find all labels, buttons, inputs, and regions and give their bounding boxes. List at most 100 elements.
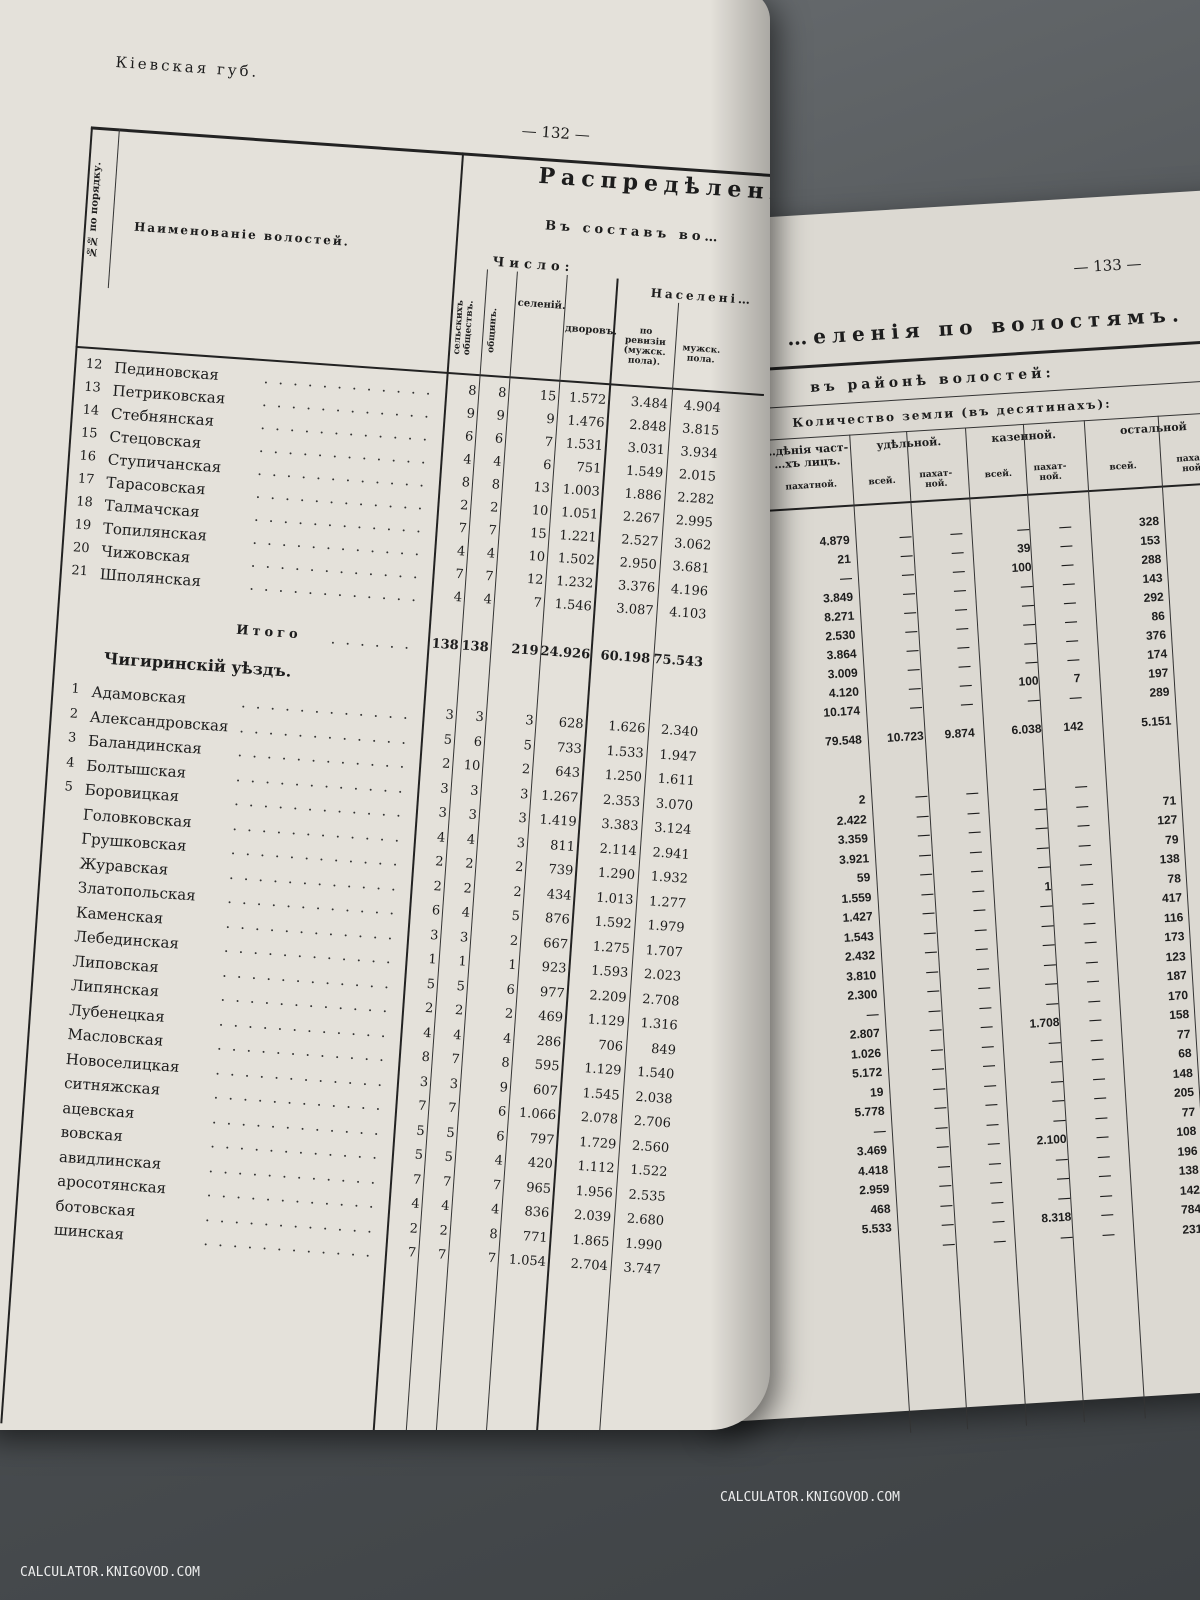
cell-value: 2.209 [588,987,628,1006]
cell-value: 5 [445,1125,456,1141]
cell-value: 3 [429,927,439,944]
cell-value: 1.531 [565,436,604,454]
cell-value: 4.120 [828,684,860,701]
cell-value: 1.540 [636,1064,675,1083]
cell-value: 231 [1181,1221,1200,1237]
cell-value: — [941,1216,954,1232]
cell-value: 849 [650,1041,677,1058]
cell-value: 116 [1163,909,1184,925]
cell-value: 751 [576,460,602,477]
cell-value: 434 [546,886,573,904]
cell-value: — [1074,778,1088,794]
cell-value: — [1060,1228,1073,1244]
cell-value: — [1016,521,1030,537]
row-number [42,827,70,829]
cell-value: 133 [1172,567,1200,584]
cell-value: — [1020,578,1034,594]
row-number: 21 [70,563,89,580]
cell-value: — [866,1006,880,1022]
cell-value: 1.051 [560,505,599,523]
cell-value: 4 [486,546,496,562]
row-number: 18 [75,494,94,511]
cell-value: 3 [439,780,450,797]
cell-value: — [899,529,912,544]
cell-value: 8 [461,475,471,491]
cell-value: 2.848 [628,417,667,436]
cell-value: — [980,1018,993,1034]
cell-value: 77 [1176,1026,1191,1042]
cell-value: 266 [1173,586,1200,603]
cell-value: 2.114 [599,841,638,859]
cell-value: 6 [495,1128,506,1145]
cell-value: — [1055,1151,1069,1166]
cell-value: 1.250 [604,767,643,786]
cell-value: — [873,1123,887,1138]
cell-value: 3 [524,713,535,729]
row-number [28,1022,56,1024]
cell-value: — [1092,1070,1106,1086]
cell-value: 1.054 [508,1252,547,1270]
cell-value: 1.979 [646,918,686,936]
cell-value: 3 [438,805,448,821]
cell-value: — [976,960,990,976]
cell-value: 13 [532,480,551,497]
cell-value: 3 [516,835,526,851]
cell-value: 7 [533,595,543,612]
header-land: Количество земли (въ десятинахъ): [791,396,1112,431]
cell-value: 771 [522,1228,549,1246]
cell-value: 4.196 [670,582,709,600]
row-number: 4 [65,754,76,771]
cell-value: — [1088,1012,1102,1028]
volost-name: ботовская [55,1196,137,1220]
cell-value: 106 [1195,945,1200,962]
cell-value: 965 [525,1179,552,1197]
cell-value: — [922,905,935,921]
page-title: …еленія по волостямъ. [786,301,1186,351]
cell-value: — [992,1213,1005,1229]
cell-value: — [1033,800,1047,816]
volost-name: Лубенецкая [68,1000,166,1026]
cell-value: — [990,1194,1004,1209]
cell-value: — [1102,1226,1115,1242]
cell-value: — [924,944,938,959]
header-count: Число: [491,254,575,276]
cell-value: — [1050,1073,1064,1088]
volost-name: Головковская [82,805,193,831]
cell-value: 110 [1170,529,1200,546]
leader-dots: ........................................ [202,1231,379,1262]
cell-value: — [908,680,922,696]
row-number: 16 [78,448,97,465]
cell-value: 2 [464,856,474,872]
cell-value: 197 [1147,665,1169,681]
cell-value: — [986,1116,999,1132]
volost-name: Стебнянская [110,404,215,430]
cell-value: — [987,1135,1001,1151]
volost-name: Топилянская [102,519,208,545]
cell-value: 1 [1043,878,1052,894]
cell-value: — [982,1057,996,1073]
cell-value: 8 [491,477,501,493]
cell-value: 2 [514,859,524,876]
cell-value: 1.316 [640,1015,679,1034]
cell-value: 3 [449,1076,459,1092]
cell-value: 3 [459,929,469,946]
cell-value: 3.070 [655,796,694,814]
cell-value: 1.129 [583,1061,622,1079]
cell-value: — [983,1077,997,1093]
cell-value: 3.376 [617,578,656,596]
cell-value: — [989,1174,1003,1190]
cell-value: 811 [549,837,576,855]
cell-value: 376 [1145,627,1167,643]
volost-name: Стецовская [108,427,202,452]
cell-value: 148 [1172,1065,1194,1081]
watermark: CALCULATOR.KNIGOVOD.COM [720,1490,901,1505]
cell-value: 836 [523,1204,550,1222]
cell-value: 4 [462,452,473,468]
volost-name: Тарасовская [105,473,207,499]
cell-value: 142 [1179,1182,1200,1198]
cell-value: — [1084,934,1098,950]
cell-value: 3.810 [845,967,877,984]
cell-value: — [968,824,982,840]
cell-value: 9 [495,408,506,424]
cell-value: — [900,547,914,563]
